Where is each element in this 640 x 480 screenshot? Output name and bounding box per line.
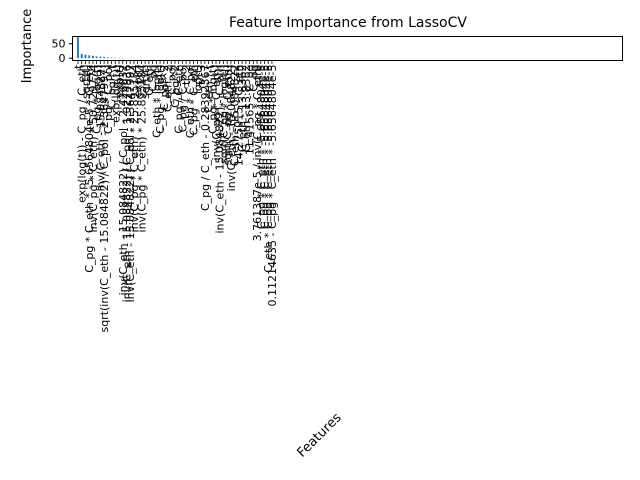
x-tick-label: sqrt(t): [139, 65, 152, 99]
y-ticks-group: 050: [52, 38, 73, 65]
x-tick-label: 14.275915 - C_eth: [232, 64, 245, 166]
x-tick-label: C_pg * C_eth: [188, 64, 201, 135]
x-tick-label: sqrt(C_pg * C_eth): [221, 65, 234, 166]
x-tick-label: C_pol^2: [158, 65, 171, 111]
x-tick-label: C_pg * t: [106, 64, 119, 109]
y-axis-label: Importance: [20, 9, 35, 84]
x-tick-label: 11.41565 - C_pg: [244, 65, 257, 156]
x-tick-label: C_eth - 15.084822: [229, 65, 242, 167]
x-tick-label: t^3: [195, 65, 208, 86]
bar: [95, 56, 98, 59]
x-tick-label: inv(C_pg * C_eth): [210, 65, 223, 161]
x-tick-label: inv(C_pg * C_eth) * 25.895184: [128, 65, 141, 233]
x-tick-label: exp(log(t)) - C_pg / C_eth: [76, 64, 89, 202]
bar: [106, 57, 109, 59]
x-tick-label: 0.11214635 - C_pg * C_eth * -5.6564804e-…: [266, 64, 279, 306]
bar: [103, 57, 106, 59]
x-tick-label: C_eth * C_pol: [184, 65, 197, 139]
x-tick-label: C_pg^2: [169, 65, 182, 108]
x-tick-label: C_pg: [247, 65, 260, 92]
x-tick-label: log(t): [191, 65, 204, 95]
bar: [80, 53, 83, 59]
y-tick-label: 0: [59, 52, 66, 65]
x-tick-label: inv(C_eth - 15.084822) - C_eth: [214, 64, 227, 233]
x-tick-label: C_eth: [143, 64, 156, 95]
x-tick-label: C_eth * log(t): [150, 65, 163, 138]
x-tick-label: C_pg * C_pol: [102, 65, 115, 135]
bar: [99, 56, 102, 59]
x-tick-label: C_eth * C_pg * C_eth * -5.6564804e-5: [262, 64, 275, 272]
x-tick-label: exp(log(t)): [109, 65, 122, 123]
bar: [84, 54, 87, 59]
x-tick-label: C_pg: [147, 65, 160, 92]
x-tick-label: C_pg * C_eth * -5.6564804e-5: [255, 65, 268, 230]
x-tick-label: C_pg * log(t): [91, 65, 104, 134]
x-tick-label: C_pg / C_eth: [173, 64, 186, 133]
x-tick-label: t^2: [180, 65, 193, 86]
x-axis-label: Features: [294, 410, 344, 460]
bars-group: [77, 37, 203, 59]
x-tick-label: sqrt(inv(C_eth - 15.084822) / C_pol - 2.…: [98, 65, 111, 333]
x-tick-label: C_pg * C_eth * -5.6564804e-5: [259, 65, 272, 230]
x-tick-label: C_pol: [165, 65, 178, 95]
x-tick-label: C_eth * t: [203, 64, 216, 113]
x-tick-label: C_eth - 13.8362: [236, 65, 249, 153]
x-tick-label: inv(C_pg * C_eth) * 25.895184: [135, 65, 148, 233]
x-tick-label: exp(t): [113, 65, 126, 98]
x-tick-label: C_eth - 13.8362: [240, 65, 253, 153]
chart-title: Feature Importance from LassoCV: [229, 15, 467, 31]
x-tick-label: inv(C_pg * C_eth) * 50.729774: [87, 65, 100, 233]
x-tick-label: 3.761387e-5 / inv(C_pg * C_eth): [251, 65, 264, 242]
bar: [77, 37, 79, 59]
x-tick-label: sqrt(C_pg * log(t)): [217, 65, 230, 164]
bar: [91, 55, 94, 59]
x-tick-label: inv(C_eth - 15.084822): [94, 65, 107, 192]
x-tick-label: inv(C_eth - 15.084822) / C_pol - 2.42603…: [117, 65, 130, 296]
x-tick-label: t: [72, 64, 85, 69]
x-tick-label: C_pg * log(t): [154, 65, 167, 134]
plot-frame: [72, 36, 623, 61]
x-tick-label: inv(C_eth - 15.084822): [225, 65, 238, 192]
y-tick-label: 50: [52, 38, 66, 51]
x-tick-label: C_pg / C_eth - 0.28392367: [199, 65, 212, 212]
x-tick-label: inv(C_eth - 15.084822) / C_pol - 1.02749…: [120, 65, 133, 303]
x-tick-label: C_pg * log(t): [206, 65, 219, 134]
x-tick-label: inv(C_eth - 15.084822) / C_pol - 2.36479…: [124, 65, 137, 303]
bar: [88, 55, 91, 59]
x-tick-label: exp(t): [132, 65, 145, 98]
x-tick-label: C_eth^2: [162, 65, 175, 112]
bar: [110, 57, 113, 59]
x-tick-label: C_pg * C_eth * -5.6564804e-5 * C_eth: [83, 64, 96, 272]
x-tick-label: C_pg / C_pol: [176, 65, 189, 133]
x-tick-label: sqrt(t): [79, 65, 92, 99]
